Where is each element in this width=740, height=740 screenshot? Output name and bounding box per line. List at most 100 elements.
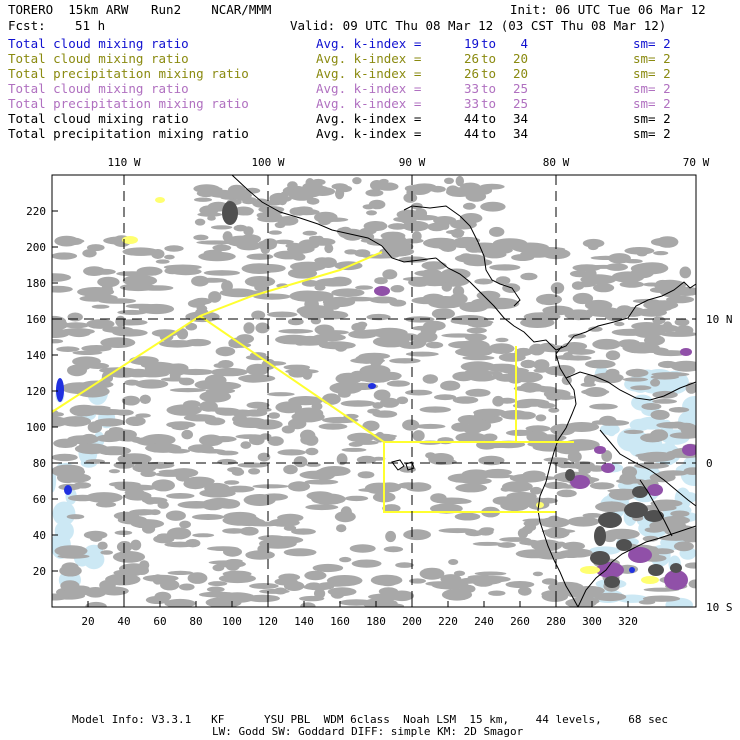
purple-precip-cell xyxy=(596,562,624,578)
cloud-cell xyxy=(207,546,239,551)
x-tick-label: 220 xyxy=(438,615,458,628)
cloud-cell xyxy=(291,528,316,535)
cloud-cell xyxy=(165,510,186,521)
cloud-cell xyxy=(293,456,308,468)
cloud-cell xyxy=(614,321,625,327)
cloud-cell xyxy=(169,388,207,393)
y-tick-label: 200 xyxy=(26,241,46,254)
cloud-cell xyxy=(373,389,391,401)
cloud-cell xyxy=(97,276,120,288)
x-tick-label: 260 xyxy=(510,615,530,628)
cloud-cell xyxy=(114,481,140,492)
blue-cloud-cell xyxy=(368,383,376,389)
model-info: Model Info: V3.3.1 KF YSU PBL WDM 6class… xyxy=(72,713,669,726)
cloud-cell xyxy=(636,262,669,275)
cloud-cell xyxy=(257,215,284,223)
cloud-cell xyxy=(341,296,377,302)
cloud-cell xyxy=(122,274,158,287)
cloud-cell xyxy=(329,382,363,395)
cloud-cell xyxy=(495,276,511,285)
cloud-cell xyxy=(339,556,352,563)
legend-avg: Avg. k-index = xyxy=(316,66,422,81)
cloud-cell xyxy=(536,293,562,306)
cloud-cell xyxy=(533,368,548,373)
cloud-cell xyxy=(275,401,303,414)
cloud-cell xyxy=(522,470,546,480)
cloud-cell xyxy=(86,319,115,329)
cloud-cell xyxy=(464,333,487,342)
cloud-cell xyxy=(585,359,616,369)
heavy-cloud-cell xyxy=(565,469,575,481)
cloud-cell xyxy=(94,418,125,427)
cloud-cell xyxy=(323,299,341,309)
cloud-cell xyxy=(170,268,202,276)
cloud-cell xyxy=(370,574,403,586)
cloud-cell xyxy=(498,352,526,362)
cloud-cell xyxy=(192,533,215,538)
cloud-cell xyxy=(239,526,259,536)
y-tick-label: 140 xyxy=(26,349,46,362)
cloud-cell xyxy=(60,580,80,592)
cloud-cell xyxy=(616,305,633,313)
cloud-cell xyxy=(198,251,236,262)
cloud-cell xyxy=(304,570,327,581)
cloud-cell xyxy=(652,316,666,325)
cloud-cell xyxy=(448,341,482,349)
cloud-cell xyxy=(605,350,621,361)
cloud-cell xyxy=(389,299,407,307)
cloud-cell xyxy=(386,380,410,387)
cloud-cell xyxy=(283,548,317,557)
legend-to: to xyxy=(481,81,497,96)
cloud-cell xyxy=(199,488,236,498)
cloud-cell xyxy=(203,270,241,276)
cloud-cell xyxy=(624,247,655,255)
cloud-cell xyxy=(101,283,113,295)
latitude-label: 0 xyxy=(706,457,713,470)
cloud-cell xyxy=(129,509,160,516)
cloud-cell xyxy=(497,542,516,548)
cloud-cell xyxy=(194,380,221,390)
cloud-cell xyxy=(239,234,261,244)
latitude-label: 10 N xyxy=(706,313,733,326)
cloud-cell xyxy=(444,177,454,184)
cloud-cell xyxy=(151,479,175,492)
x-tick-label: 160 xyxy=(330,615,350,628)
cloud-cell xyxy=(124,379,140,386)
cloud-cell xyxy=(351,559,382,568)
legend-k2: 4 xyxy=(520,36,528,51)
cloud-cell xyxy=(310,317,322,325)
cloud-cell xyxy=(396,209,421,220)
cloud-cell xyxy=(79,295,109,302)
cloud-cell xyxy=(455,483,488,493)
cloud-cell xyxy=(208,484,226,489)
cloud-cell xyxy=(196,240,234,245)
cloud-cell xyxy=(56,346,80,352)
cloud-cell xyxy=(488,343,515,354)
cloud-cell xyxy=(67,237,83,245)
cloud-cell xyxy=(142,524,156,534)
cloud-cell xyxy=(673,541,694,552)
cloud-cell xyxy=(533,359,550,371)
cloud-cell xyxy=(318,423,348,430)
cloud-cell xyxy=(379,249,393,254)
cloud-cell xyxy=(480,201,506,212)
cloud-cell xyxy=(421,261,447,270)
cloud-cell xyxy=(194,197,212,202)
legend-name: Total cloud mixing ratio xyxy=(8,111,189,126)
cloud-cell xyxy=(363,221,388,232)
cloud-cell xyxy=(564,422,600,432)
cloud-cell xyxy=(532,571,544,577)
cloud-cell xyxy=(160,579,180,591)
cloud-cell xyxy=(72,356,101,367)
cloud-cell xyxy=(66,514,85,520)
longitude-label: 110 W xyxy=(107,156,140,169)
cloud-cell xyxy=(584,299,613,311)
legend-avg: Avg. k-index = xyxy=(316,36,422,51)
cloud-cell xyxy=(185,539,201,548)
cloud-cell xyxy=(59,416,92,427)
cloud-cell xyxy=(117,309,147,315)
cloud-cell xyxy=(140,470,157,477)
cloud-cell xyxy=(267,436,284,446)
cloud-cell xyxy=(294,209,306,216)
purple-precip-cell xyxy=(647,484,663,496)
